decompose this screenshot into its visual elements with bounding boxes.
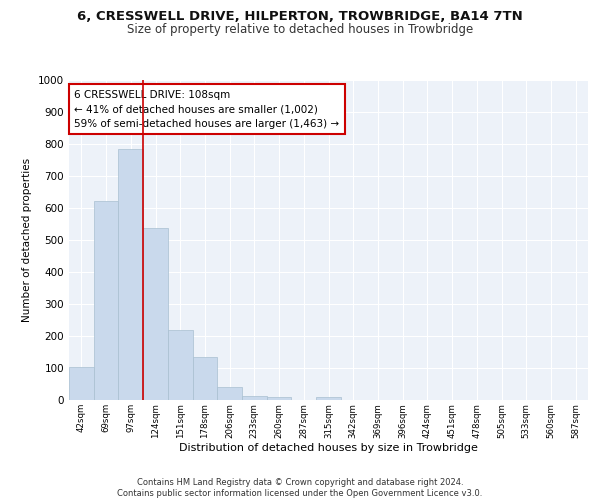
Text: 6 CRESSWELL DRIVE: 108sqm
← 41% of detached houses are smaller (1,002)
59% of se: 6 CRESSWELL DRIVE: 108sqm ← 41% of detac… xyxy=(74,90,340,129)
Bar xyxy=(94,201,118,400)
Bar xyxy=(168,330,193,400)
Text: 6, CRESSWELL DRIVE, HILPERTON, TROWBRIDGE, BA14 7TN: 6, CRESSWELL DRIVE, HILPERTON, TROWBRIDG… xyxy=(77,10,523,23)
Text: Contains HM Land Registry data © Crown copyright and database right 2024.
Contai: Contains HM Land Registry data © Crown c… xyxy=(118,478,482,498)
Bar xyxy=(118,150,143,400)
Text: Size of property relative to detached houses in Trowbridge: Size of property relative to detached ho… xyxy=(127,22,473,36)
Bar xyxy=(69,368,94,400)
Bar xyxy=(217,387,242,400)
Bar xyxy=(143,228,168,400)
Y-axis label: Number of detached properties: Number of detached properties xyxy=(22,158,32,322)
Bar xyxy=(267,397,292,400)
Bar xyxy=(242,396,267,400)
Bar xyxy=(193,358,217,400)
X-axis label: Distribution of detached houses by size in Trowbridge: Distribution of detached houses by size … xyxy=(179,443,478,453)
Bar xyxy=(316,397,341,400)
